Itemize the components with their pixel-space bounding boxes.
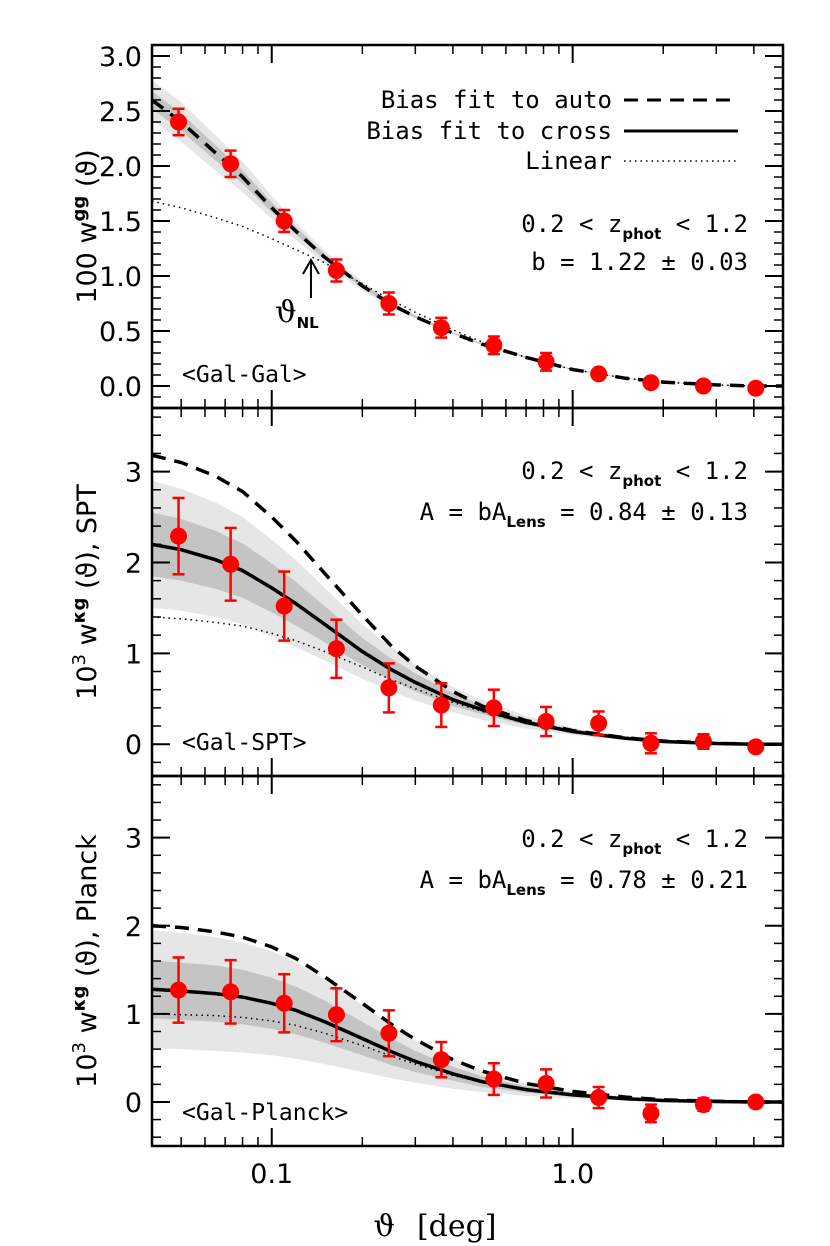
linear-curve bbox=[152, 200, 783, 387]
data-point bbox=[485, 699, 503, 717]
linear-curve bbox=[152, 616, 783, 745]
data-point bbox=[694, 1096, 712, 1114]
y-tick-label: 2.5 bbox=[99, 97, 142, 128]
data-point bbox=[694, 732, 712, 750]
confidence-band-outer bbox=[152, 930, 783, 1102]
legend-label-auto: Bias fit to auto bbox=[381, 86, 612, 114]
annotation-redshift-range: 0.2 < zphot < 1.2 bbox=[521, 825, 748, 858]
panel-gal-planck: 3 2 1 0 103 wκg (ϑ), Planck <Gal-Planck> 0.2 <… bbox=[69, 774, 785, 1148]
panel-gal-spt: 3 2 1 0 103 wκg (ϑ), SPT <Gal-SPT> 0.2 < zphot… bbox=[69, 406, 785, 778]
bias-fit-cross-curve bbox=[152, 987, 783, 1104]
y-axis-label: 100 wgg (ϑ) bbox=[69, 149, 103, 303]
plot-area bbox=[152, 80, 783, 397]
y-tick-label: 2.0 bbox=[99, 152, 142, 183]
data-point bbox=[590, 1089, 608, 1107]
y-tick-label: 1 bbox=[125, 1000, 142, 1031]
panel-gal-gal: 3.0 2.5 2.0 1.5 1.0 0.5 0.0 100 wgg (ϑ) <Gal-Gal… bbox=[69, 42, 785, 410]
y-axis-label: 103 wκg (ϑ), SPT bbox=[69, 484, 103, 700]
data-point bbox=[590, 365, 608, 383]
y-tick-label: 2 bbox=[125, 548, 142, 579]
y-tick-label: 0.5 bbox=[99, 317, 142, 348]
linear-curve bbox=[152, 1013, 783, 1103]
data-point bbox=[222, 155, 240, 173]
y-tick-label: 2 bbox=[125, 912, 142, 943]
data-point bbox=[747, 379, 765, 397]
x-tick-label: 0.1 bbox=[250, 1159, 293, 1190]
data-point bbox=[380, 1024, 398, 1042]
bias-fit-auto-curve bbox=[152, 98, 783, 388]
nonlinear-scale-label: ϑNL bbox=[275, 295, 319, 332]
data-point bbox=[170, 113, 188, 131]
data-point bbox=[380, 679, 398, 697]
data-point bbox=[747, 1093, 765, 1111]
data-point bbox=[537, 712, 555, 730]
y-tick-label: 3 bbox=[125, 824, 142, 855]
legend-label-linear: Linear bbox=[525, 147, 612, 175]
data-point bbox=[432, 1051, 450, 1069]
annotation-redshift-range: 0.2 < zphot < 1.2 bbox=[521, 457, 748, 490]
data-point bbox=[432, 696, 450, 714]
y-tick-label: 0.0 bbox=[99, 372, 142, 403]
y-tick-label: 3.0 bbox=[99, 42, 142, 73]
data-point bbox=[694, 377, 712, 395]
annotation-fit-value: A = bALens = 0.78 ± 0.21 bbox=[420, 866, 748, 899]
data-point bbox=[432, 319, 450, 337]
annotation-fit-value: b = 1.22 ± 0.03 bbox=[531, 248, 748, 276]
data-point bbox=[222, 983, 240, 1001]
y-tick-label: 0 bbox=[125, 730, 142, 761]
y-tick-label: 3 bbox=[125, 458, 142, 489]
y-axis-label: 103 wκg (ϑ), Planck bbox=[69, 834, 103, 1088]
annotation-fit-value: A = bALens = 0.84 ± 0.13 bbox=[420, 498, 748, 531]
y-tick-label: 1 bbox=[125, 639, 142, 670]
data-point bbox=[275, 994, 293, 1012]
x-axis: ϑ [deg] 0.1 1.0 bbox=[250, 1159, 594, 1244]
y-tick-label: 0 bbox=[125, 1088, 142, 1119]
data-point bbox=[222, 555, 240, 573]
data-point bbox=[642, 734, 660, 752]
data-point bbox=[642, 1104, 660, 1122]
plot-area bbox=[152, 924, 783, 1124]
svg-text:ϑ [deg]: ϑ [deg] bbox=[373, 1209, 496, 1244]
data-point bbox=[747, 738, 765, 756]
data-point bbox=[537, 353, 555, 371]
confidence-band-inner bbox=[152, 960, 783, 1102]
data-point bbox=[537, 1074, 555, 1092]
bias-fit-cross-curve bbox=[152, 542, 783, 746]
data-point bbox=[642, 374, 660, 392]
data-point bbox=[380, 295, 398, 312]
data-point bbox=[485, 336, 503, 354]
plot-area bbox=[152, 453, 783, 756]
x-axis-unit: [deg] bbox=[417, 1209, 497, 1244]
data-point bbox=[275, 212, 293, 230]
legend-label-cross: Bias fit to cross bbox=[366, 117, 612, 145]
panel-label: <Gal-SPT> bbox=[182, 730, 307, 756]
data-point bbox=[170, 527, 188, 545]
annotation-redshift-range: 0.2 < zphot < 1.2 bbox=[521, 210, 748, 243]
panel-label: <Gal-Planck> bbox=[182, 1100, 348, 1126]
data-point bbox=[275, 597, 293, 615]
panel-label: <Gal-Gal> bbox=[182, 362, 307, 388]
nonlinear-arrow-head bbox=[302, 257, 320, 275]
data-point bbox=[327, 262, 345, 279]
y-tick-label: 1.5 bbox=[99, 207, 142, 238]
data-point bbox=[170, 981, 188, 999]
confidence-band-inner bbox=[152, 512, 783, 745]
x-tick-label: 1.0 bbox=[551, 1159, 594, 1190]
y-tick-label: 1.0 bbox=[99, 262, 142, 293]
data-point bbox=[485, 1070, 503, 1088]
data-point bbox=[327, 640, 345, 658]
data-point bbox=[590, 714, 608, 732]
data-point bbox=[327, 1006, 345, 1024]
x-axis-symbol: ϑ bbox=[373, 1209, 394, 1244]
